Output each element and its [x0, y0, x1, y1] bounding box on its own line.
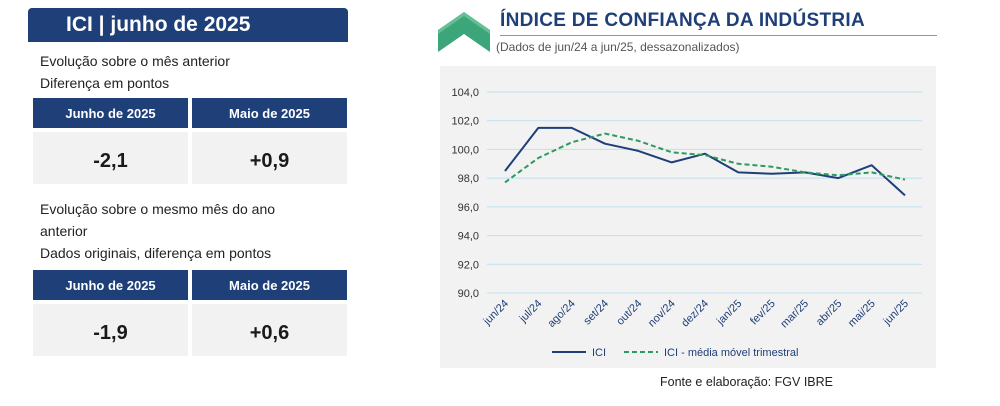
- section2-description: Evolução sobre o mesmo mês do ano anteri…: [28, 198, 348, 264]
- y-tick-label: 100,0: [451, 144, 479, 156]
- table1-value-june: -2,1: [33, 132, 188, 184]
- ici-summary-panel: ICI | junho de 2025 Evolução sobre o mês…: [28, 8, 348, 356]
- y-tick-label: 98,0: [458, 173, 479, 185]
- section1-line2: Diferença em pontos: [40, 75, 170, 91]
- legend-label-ici: ICI: [592, 347, 606, 359]
- table2-header-june: Junho de 2025: [33, 270, 188, 300]
- y-tick-label: 104,0: [451, 87, 479, 99]
- table2-value-june: -1,9: [33, 304, 188, 356]
- table1-header-june: Junho de 2025: [33, 98, 188, 128]
- table2-value-may: +0,6: [192, 304, 347, 356]
- table1-value-may: +0,9: [192, 132, 347, 184]
- x-tick-label: jul/24: [517, 298, 545, 326]
- section2-line1: Evolução sobre o mesmo mês do ano: [40, 201, 276, 217]
- x-tick-label: jun/25: [881, 298, 911, 328]
- monthly-change-table: Junho de 2025 Maio de 2025 -2,1 +0,9: [33, 98, 347, 184]
- y-tick-label: 94,0: [458, 231, 479, 243]
- x-tick-label: jan/25: [714, 298, 744, 328]
- ici-series-line: [504, 126, 906, 197]
- section2-line2: anterior: [40, 223, 88, 239]
- table1-header-may: Maio de 2025: [192, 98, 347, 128]
- x-tick-label: jun/24: [481, 298, 511, 328]
- panel-title: ICI | junho de 2025: [28, 8, 348, 42]
- y-tick-label: 96,0: [458, 202, 479, 214]
- x-tick-label: mai/25: [846, 298, 878, 330]
- x-tick-label: dez/24: [679, 298, 711, 330]
- table2-header-may: Maio de 2025: [192, 270, 347, 300]
- x-tick-label: fev/25: [748, 298, 778, 328]
- x-tick-label: ago/24: [546, 298, 578, 330]
- chart-subtitle: (Dados de jun/24 a jun/25, dessazonaliza…: [496, 40, 740, 54]
- chevron-logo-icon: [438, 12, 490, 52]
- title-rule: [500, 35, 937, 36]
- y-tick-label: 102,0: [451, 116, 479, 128]
- x-tick-label: set/24: [581, 298, 611, 328]
- yearly-change-table: Junho de 2025 Maio de 2025 -1,9 +0,6: [33, 270, 347, 356]
- chart-title: ÍNDICE DE CONFIANÇA DA INDÚSTRIA: [500, 10, 865, 31]
- x-tick-label: out/24: [614, 298, 644, 328]
- line-chart: 90,0 92,0 94,0 96,0 98,0 100,0 102,0 104,0 jun/2…: [451, 87, 922, 359]
- plot-background: [440, 66, 936, 368]
- chart-panel: ÍNDICE DE CONFIANÇA DA INDÚSTRIA (Dados …: [432, 0, 1000, 406]
- section1-line1: Evolução sobre o mês anterior: [40, 53, 230, 69]
- legend-label-moving-average: ICI - média móvel trimestral: [664, 347, 798, 359]
- y-tick-label: 92,0: [458, 259, 479, 271]
- y-tick-label: 90,0: [458, 288, 479, 300]
- section1-description: Evolução sobre o mês anterior Diferença …: [28, 50, 348, 94]
- section2-line3: Dados originais, diferença em pontos: [40, 245, 272, 261]
- x-tick-label: abr/25: [814, 298, 845, 329]
- x-tick-label: mar/25: [778, 298, 811, 331]
- x-tick-label: nov/24: [646, 298, 678, 330]
- chart-source: Fonte e elaboração: FGV IBRE: [660, 375, 834, 389]
